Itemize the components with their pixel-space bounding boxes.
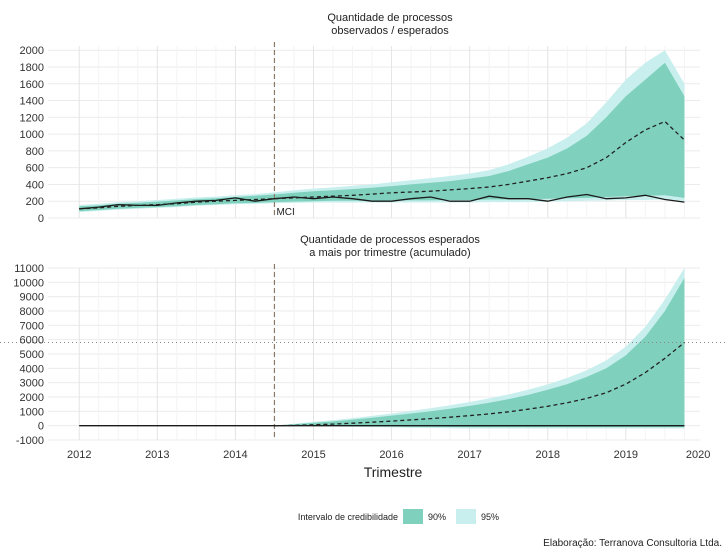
y-tick-label: 10000 — [13, 277, 44, 289]
y-tick-label: 0 — [38, 213, 44, 225]
y-tick-label: 1600 — [20, 79, 44, 91]
x-tick-label: 2019 — [614, 449, 638, 461]
y-tick-label: 11000 — [14, 263, 44, 275]
legend: Intervalo de credibilidade 90% 95% — [298, 509, 499, 524]
panel-cumulative: -1000 0 1000 2000 3000 4000 5000 6000 7000 8000 90… — [0, 263, 728, 447]
panel2-lines — [0, 341, 728, 427]
panel2-title-line1: Quantidade de processos esperados — [300, 234, 480, 246]
panel-observed-expected: 0 200 400 600 800 1000 1200 1400 1600 1800 2000 MC… — [20, 42, 700, 225]
caption: Elaboração: Terranova Consultoria Ltda. — [543, 538, 722, 549]
x-tick-label: 2020 — [686, 449, 710, 461]
x-tick-label: 2017 — [457, 449, 481, 461]
legend-label-90: 90% — [428, 512, 446, 522]
panel2-title-line2: a mais por trimestre (acumulado) — [309, 247, 470, 259]
panel1-title-line2: observados / esperados — [331, 25, 449, 37]
y-tick-label: 1800 — [20, 62, 44, 74]
x-tick-label: 2014 — [223, 449, 247, 461]
x-tick-label: 2018 — [535, 449, 559, 461]
y-tick-label: 5000 — [20, 349, 44, 361]
panel1-title-line1: Quantidade de processos — [327, 12, 453, 24]
band-90-area — [79, 62, 685, 212]
panel1-band-90 — [79, 62, 685, 212]
y-tick-label: 800 — [26, 146, 44, 158]
y-tick-label: 600 — [26, 163, 44, 175]
legend-swatch-90 — [403, 509, 423, 524]
legend-title: Intervalo de credibilidade — [298, 512, 398, 522]
y-tick-label: 1400 — [20, 96, 44, 108]
expected-line — [79, 120, 685, 210]
y-tick-label: 2000 — [20, 392, 44, 404]
x-axis-label: Trimestre — [364, 464, 423, 480]
y-tick-label: 1200 — [20, 112, 44, 124]
y-tick-label: 1000 — [20, 406, 44, 418]
panel1-y-ticks: 0 200 400 600 800 1000 1200 1400 1600 1800 2000 — [20, 45, 44, 225]
y-tick-label: 7000 — [20, 320, 44, 332]
observed-line — [79, 193, 685, 210]
y-tick-label: 400 — [26, 179, 44, 191]
y-tick-label: 8000 — [20, 306, 44, 318]
legend-label-95: 95% — [481, 512, 499, 522]
intervention-label: MCI — [276, 207, 294, 218]
y-tick-label: 4000 — [20, 363, 44, 375]
expected-line — [274, 341, 685, 427]
x-tick-label: 2013 — [145, 449, 169, 461]
y-tick-label: -1000 — [16, 435, 44, 447]
x-tick-label: 2015 — [301, 449, 325, 461]
y-tick-label: 3000 — [20, 378, 44, 390]
y-tick-label: 6000 — [20, 335, 44, 347]
panel2-y-ticks: -1000 0 1000 2000 3000 4000 5000 6000 7000 8000 90… — [13, 263, 44, 447]
y-tick-label: 2000 — [20, 45, 44, 57]
panel1-lines — [79, 120, 685, 210]
y-tick-label: 9000 — [20, 292, 44, 304]
x-tick-label: 2016 — [379, 449, 403, 461]
panel2-band-90 — [274, 278, 685, 428]
x-ticks: 2012 2013 2014 2015 2016 2017 2018 2019 2020 — [67, 449, 710, 461]
y-tick-label: 0 — [38, 421, 44, 433]
legend-swatch-95 — [456, 509, 476, 524]
y-tick-label: 200 — [26, 196, 44, 208]
band-90-area — [274, 278, 685, 428]
y-tick-label: 1000 — [20, 129, 44, 141]
x-tick-label: 2012 — [67, 449, 91, 461]
